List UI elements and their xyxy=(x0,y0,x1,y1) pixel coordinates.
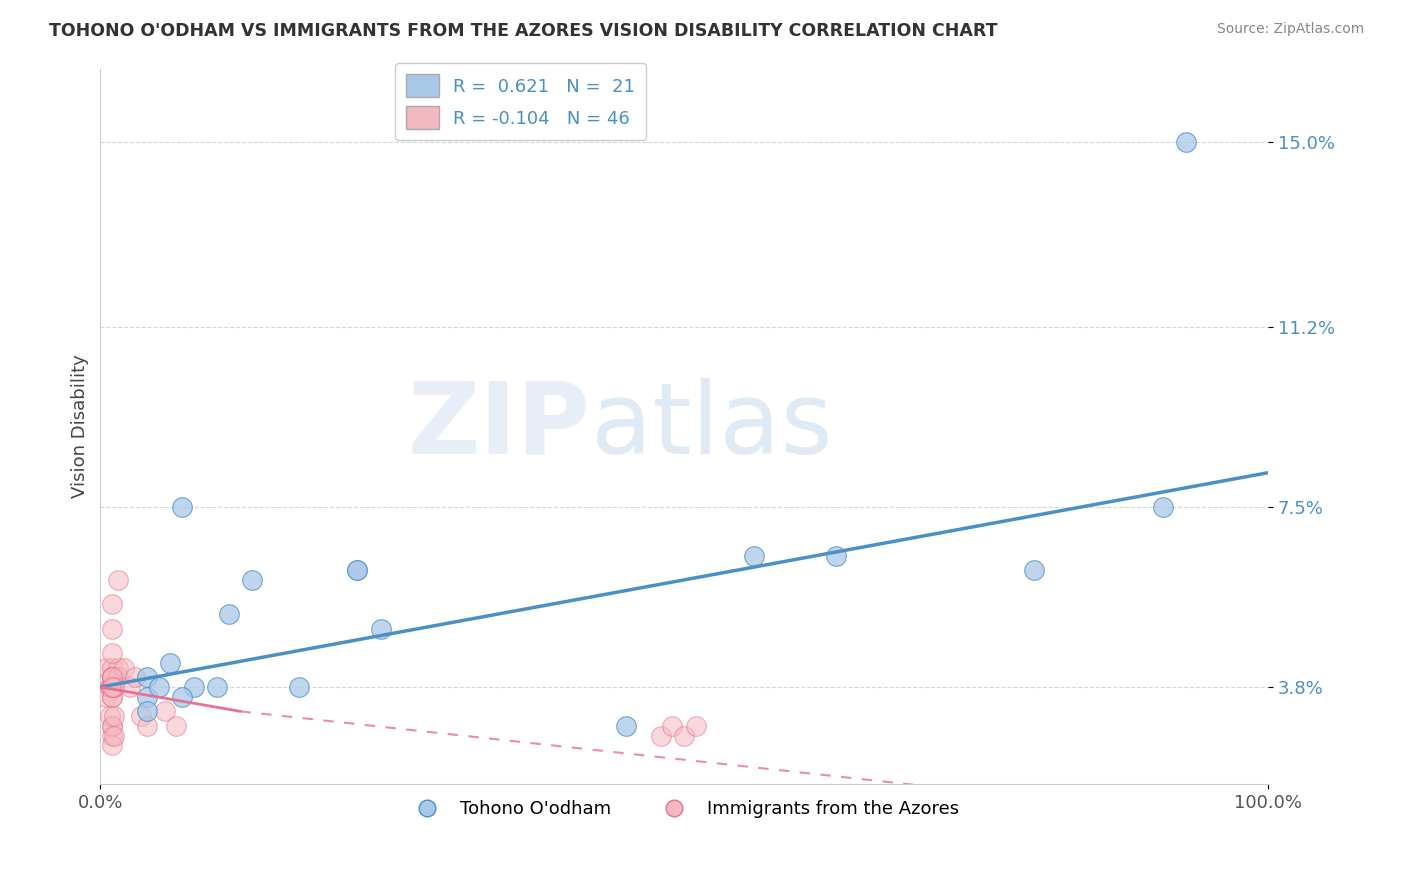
Point xyxy=(98,680,121,694)
Point xyxy=(1175,135,1198,149)
Point xyxy=(101,729,124,743)
Point xyxy=(240,573,263,587)
Point xyxy=(101,680,124,694)
Y-axis label: Vision Disability: Vision Disability xyxy=(72,355,89,499)
Point xyxy=(101,670,124,684)
Point xyxy=(136,670,159,684)
Point xyxy=(172,690,194,704)
Point xyxy=(172,500,194,514)
Legend: Tohono O'odham, Immigrants from the Azores: Tohono O'odham, Immigrants from the Azor… xyxy=(402,793,966,825)
Point xyxy=(103,680,125,694)
Point xyxy=(370,622,392,636)
Point xyxy=(101,690,124,704)
Point xyxy=(153,705,176,719)
Point xyxy=(124,670,146,684)
Point xyxy=(159,656,181,670)
Point xyxy=(742,549,765,563)
Point xyxy=(101,646,124,660)
Point xyxy=(101,680,124,694)
Point xyxy=(673,729,696,743)
Point xyxy=(101,680,124,694)
Point xyxy=(98,709,121,723)
Point xyxy=(98,680,121,694)
Point xyxy=(101,680,124,694)
Point xyxy=(103,729,125,743)
Point xyxy=(107,660,129,674)
Point xyxy=(101,719,124,733)
Point xyxy=(101,670,124,684)
Point xyxy=(205,680,228,694)
Point xyxy=(103,709,125,723)
Point xyxy=(101,680,124,694)
Point xyxy=(107,670,129,684)
Point xyxy=(101,690,124,704)
Point xyxy=(103,670,125,684)
Point xyxy=(1152,500,1174,514)
Point xyxy=(165,719,187,733)
Point xyxy=(118,680,141,694)
Point xyxy=(101,622,124,636)
Point xyxy=(101,670,124,684)
Point xyxy=(96,690,118,704)
Point xyxy=(101,670,124,684)
Point xyxy=(661,719,683,733)
Point xyxy=(101,719,124,733)
Point xyxy=(101,739,124,753)
Point xyxy=(346,563,368,577)
Point xyxy=(103,680,125,694)
Point xyxy=(136,690,159,704)
Point xyxy=(650,729,672,743)
Point xyxy=(136,705,159,719)
Text: ZIP: ZIP xyxy=(408,378,591,475)
Point xyxy=(101,670,124,684)
Point xyxy=(825,549,848,563)
Point xyxy=(136,719,159,733)
Point xyxy=(685,719,707,733)
Point xyxy=(288,680,311,694)
Point xyxy=(112,660,135,674)
Point xyxy=(183,680,205,694)
Point xyxy=(346,563,368,577)
Point xyxy=(218,607,240,621)
Text: TOHONO O'ODHAM VS IMMIGRANTS FROM THE AZORES VISION DISABILITY CORRELATION CHART: TOHONO O'ODHAM VS IMMIGRANTS FROM THE AZ… xyxy=(49,22,998,40)
Point xyxy=(98,680,121,694)
Point xyxy=(101,597,124,611)
Point xyxy=(101,660,124,674)
Text: atlas: atlas xyxy=(591,378,832,475)
Point xyxy=(96,660,118,674)
Point xyxy=(1024,563,1046,577)
Point xyxy=(107,573,129,587)
Text: Source: ZipAtlas.com: Source: ZipAtlas.com xyxy=(1216,22,1364,37)
Point xyxy=(103,680,125,694)
Point xyxy=(148,680,170,694)
Point xyxy=(129,709,152,723)
Point xyxy=(614,719,637,733)
